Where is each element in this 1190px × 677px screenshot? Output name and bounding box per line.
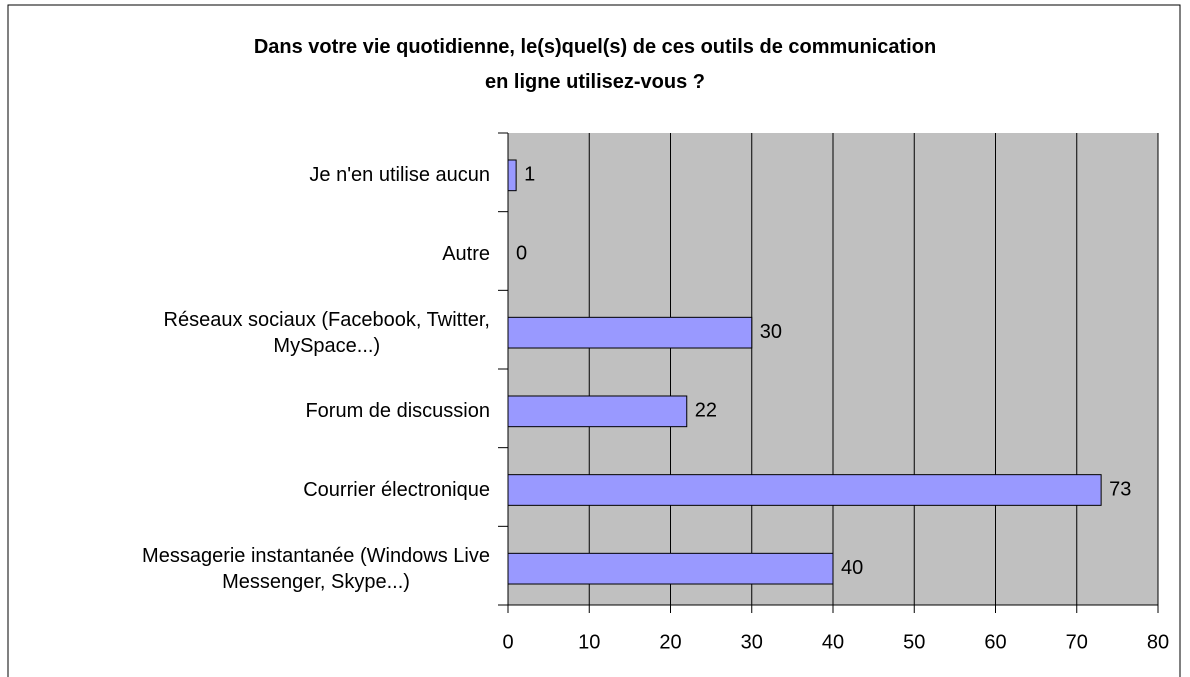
value-label: 73 — [1109, 478, 1131, 500]
x-tick-label: 10 — [578, 631, 600, 653]
x-tick-label: 80 — [1147, 631, 1169, 653]
y-tick-label: Autre — [442, 243, 490, 265]
bar — [507, 316, 753, 349]
x-tick-label: 50 — [903, 631, 925, 653]
value-label: 22 — [695, 400, 717, 422]
chart-title: Dans votre vie quotidienne, le(s)quel(s)… — [253, 36, 937, 93]
value-label: 30 — [760, 321, 782, 343]
value-label: 0 — [516, 242, 527, 264]
x-tick-label: 20 — [659, 631, 681, 653]
bar — [507, 395, 688, 428]
value-label: 40 — [841, 557, 863, 579]
y-tick-label: Réseaux sociaux (Facebook, Twitter, MySp… — [163, 308, 490, 357]
x-tick-label: 0 — [502, 631, 513, 653]
bar — [507, 159, 517, 192]
y-tick-label: Messagerie instantanée (Windows Live Mes… — [142, 544, 490, 593]
value-label: 1 — [524, 164, 535, 186]
bar — [507, 474, 1102, 506]
bar — [507, 552, 834, 585]
x-tick-label: 60 — [984, 631, 1006, 653]
y-tick-label: Forum de discussion — [305, 400, 490, 423]
y-tick-label: Je n'en utilise aucun — [309, 164, 490, 187]
x-tick-label: 70 — [1066, 631, 1088, 653]
x-tick-label: 40 — [822, 631, 844, 653]
x-tick-label: 30 — [741, 631, 763, 653]
y-tick-label: Courrier électronique — [303, 479, 490, 501]
